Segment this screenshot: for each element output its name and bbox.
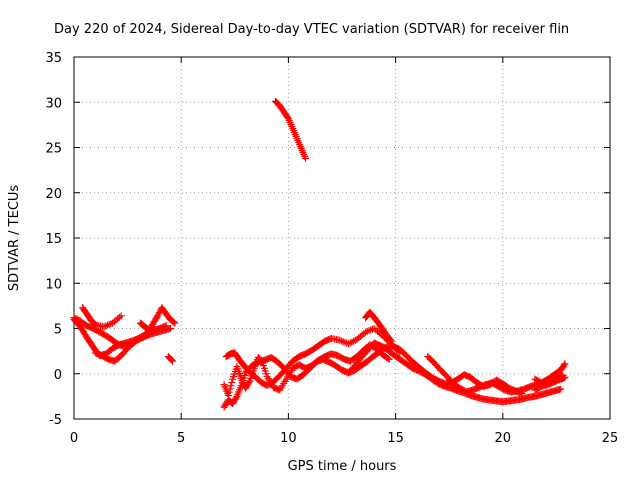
series-sat-g <box>272 97 310 162</box>
data-point <box>168 356 176 364</box>
data-point <box>561 373 569 381</box>
data-marks <box>70 97 569 411</box>
data-point <box>362 328 370 336</box>
data-point <box>336 336 344 344</box>
data-point <box>115 313 123 321</box>
data-point <box>166 325 174 332</box>
x-tick-label: 5 <box>177 431 185 446</box>
data-point <box>284 113 292 121</box>
y-tick-label: 30 <box>45 96 62 111</box>
y-tick-label: 25 <box>45 142 62 157</box>
y-tick-label: 15 <box>45 232 62 247</box>
data-point <box>105 321 113 329</box>
plot-frame <box>73 56 611 420</box>
data-point <box>338 337 346 345</box>
data-point <box>228 378 236 386</box>
grid-lines <box>74 57 610 419</box>
data-point <box>232 394 240 402</box>
data-point <box>560 361 568 369</box>
data-point <box>102 322 110 330</box>
data-point <box>117 312 125 320</box>
data-point <box>387 337 395 345</box>
data-point <box>225 388 233 396</box>
x-axis-label: GPS time / hours <box>288 459 397 474</box>
data-point <box>100 323 108 331</box>
y-tick-label: 35 <box>45 51 62 66</box>
series-sat-f <box>164 353 177 365</box>
series-sat-o <box>531 373 569 394</box>
data-point <box>557 385 565 393</box>
chart-title: Day 220 of 2024, Sidereal Day-to-day VTE… <box>54 22 569 37</box>
data-point <box>363 327 371 335</box>
data-point <box>103 321 111 329</box>
x-tick-label: 0 <box>70 431 78 446</box>
data-point <box>154 310 162 318</box>
x-tick-label: 15 <box>387 431 404 446</box>
data-point <box>302 154 310 162</box>
x-tick-label: 25 <box>602 431 619 446</box>
series-sat-d <box>79 304 125 331</box>
data-point <box>339 338 347 346</box>
axes: 0 5 10 15 20 25 -5 0 5 10 15 20 25 30 35 <box>45 51 618 446</box>
data-point <box>385 355 393 363</box>
data-point <box>384 354 392 362</box>
series-sat-m <box>424 353 567 396</box>
y-tick-label: -5 <box>49 413 62 428</box>
series-sat-c <box>91 322 170 365</box>
y-tick-label: 0 <box>54 368 62 383</box>
y-tick-label: 10 <box>45 277 62 292</box>
data-point <box>169 318 177 326</box>
data-point <box>561 360 569 368</box>
data-point <box>153 313 161 321</box>
y-axis-label: SDTVAR / TECUs <box>7 185 22 292</box>
x-tick-label: 20 <box>495 431 512 446</box>
series-sat-j <box>220 339 565 411</box>
data-point <box>226 385 234 393</box>
y-tick-label: 5 <box>54 323 62 338</box>
data-point <box>170 318 178 326</box>
data-point <box>171 319 179 327</box>
data-point <box>169 357 177 365</box>
data-point <box>155 309 163 317</box>
series-sat-l <box>362 308 395 345</box>
data-point <box>386 336 394 344</box>
y-tick-label: 20 <box>45 187 62 202</box>
data-point <box>368 325 376 333</box>
data-point <box>227 382 235 390</box>
data-point <box>154 312 162 320</box>
series-sat-e <box>136 304 179 334</box>
data-point <box>245 378 253 386</box>
data-point <box>162 322 170 330</box>
x-tick-label: 10 <box>280 431 297 446</box>
data-point <box>365 327 373 335</box>
